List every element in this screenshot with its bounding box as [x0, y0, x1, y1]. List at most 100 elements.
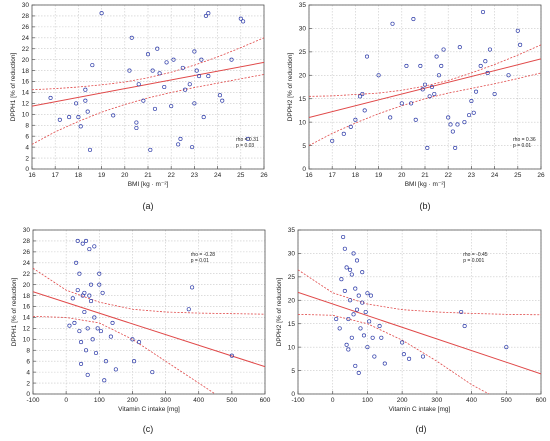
y-tick-label: 2 [25, 155, 29, 162]
data-point [83, 98, 88, 103]
data-point [83, 87, 88, 92]
x-tick-label: 400 [466, 397, 477, 404]
data-point [364, 54, 370, 59]
y-tick-label: 22 [22, 46, 30, 53]
x-tick-label: 600 [536, 397, 547, 404]
data-point [427, 94, 432, 99]
data-point [411, 17, 416, 22]
x-tick-label: 16 [305, 172, 313, 179]
data-point [87, 147, 93, 152]
data-point [390, 21, 395, 26]
data-point [162, 84, 167, 90]
data-point [157, 71, 162, 76]
x-tick-label: 200 [397, 397, 408, 404]
ci-lower-line [32, 74, 264, 145]
data-point [83, 348, 89, 353]
data-point [76, 115, 81, 120]
data-point [192, 101, 197, 106]
data-point [420, 354, 426, 359]
y-tick-label: 20 [22, 57, 30, 64]
data-point [87, 293, 92, 298]
x-tick-label: 20 [398, 172, 406, 179]
data-point [358, 326, 363, 331]
y-tick-label: 24 [22, 35, 30, 42]
x-tick-label: 200 [127, 397, 138, 404]
data-point [57, 117, 62, 122]
data-point [388, 115, 393, 120]
data-point [132, 359, 137, 364]
data-point [217, 93, 222, 98]
data-point [152, 106, 158, 111]
stat-annotation: rho = -0.45 [463, 252, 488, 258]
data-point [134, 120, 139, 125]
data-point [92, 244, 97, 249]
data-point [67, 323, 72, 328]
data-point [354, 307, 360, 312]
y-axis-label: DPPH1 [% of reduction] [10, 52, 17, 121]
stat-annotation: p = 0.01 [513, 143, 531, 149]
data-point [186, 307, 191, 312]
data-point [344, 342, 349, 347]
data-point [471, 110, 476, 115]
data-point [379, 335, 384, 340]
data-point [351, 251, 356, 256]
data-point [459, 309, 464, 315]
data-point [367, 319, 372, 324]
data-point [365, 291, 370, 296]
data-point [229, 57, 234, 62]
y-tick-label: 5 [302, 143, 306, 150]
data-point [349, 335, 354, 340]
y-tick-label: 18 [22, 68, 30, 75]
data-point [77, 271, 82, 276]
y-axis-label: DPPH2 [% of reduction] [276, 277, 283, 346]
data-point [354, 258, 360, 263]
x-tick-label: 21 [144, 172, 152, 179]
data-point [351, 312, 356, 317]
data-point [342, 288, 347, 293]
data-point [462, 120, 467, 125]
data-point [376, 73, 381, 78]
x-axis-label: BMI [kg · m⁻²] [405, 181, 446, 188]
data-point [473, 89, 479, 94]
y-tick-label: 35 [288, 227, 296, 234]
chart-panel-1: 16 17 18 19 20 21 22 23 24 25 26024681012141618202… [10, 2, 268, 211]
y-tick-label: 20 [299, 72, 307, 79]
data-point [425, 145, 430, 150]
x-tick-label: 21 [421, 172, 429, 179]
y-tick-label: 30 [288, 251, 296, 258]
x-tick-label: 16 [28, 172, 36, 179]
x-tick-label: 19 [375, 172, 383, 179]
data-point [341, 234, 346, 240]
data-point [360, 91, 365, 97]
x-tick-label: -100 [291, 397, 304, 404]
data-point [450, 129, 455, 134]
data-point [441, 47, 446, 52]
data-point [455, 122, 460, 127]
data-point [341, 131, 346, 136]
y-tick-label: 14 [22, 90, 30, 97]
data-point [469, 99, 474, 104]
y-tick-label: 35 [299, 2, 307, 9]
data-point [75, 288, 80, 293]
data-point [187, 82, 192, 87]
y-tick-label: 5 [291, 368, 295, 375]
y-tick-label: 28 [23, 238, 31, 245]
data-point [492, 91, 497, 97]
regression-line [298, 291, 541, 375]
data-point [83, 238, 89, 243]
x-tick-label: 400 [193, 397, 204, 404]
ci-lower-line [33, 315, 216, 394]
x-tick-label: 17 [329, 172, 337, 179]
y-tick-label: 26 [22, 24, 30, 31]
y-tick-label: 25 [299, 49, 307, 56]
x-tick-label: 17 [52, 172, 60, 179]
data-point [348, 298, 353, 303]
data-point [48, 95, 53, 100]
data-point [361, 333, 367, 338]
y-axis-label: DPPH1 [% of reduction] [11, 277, 18, 346]
data-point [370, 335, 375, 340]
data-point [401, 352, 406, 357]
data-point [77, 329, 82, 334]
data-point [377, 324, 382, 329]
y-tick-label: 0 [302, 166, 306, 173]
